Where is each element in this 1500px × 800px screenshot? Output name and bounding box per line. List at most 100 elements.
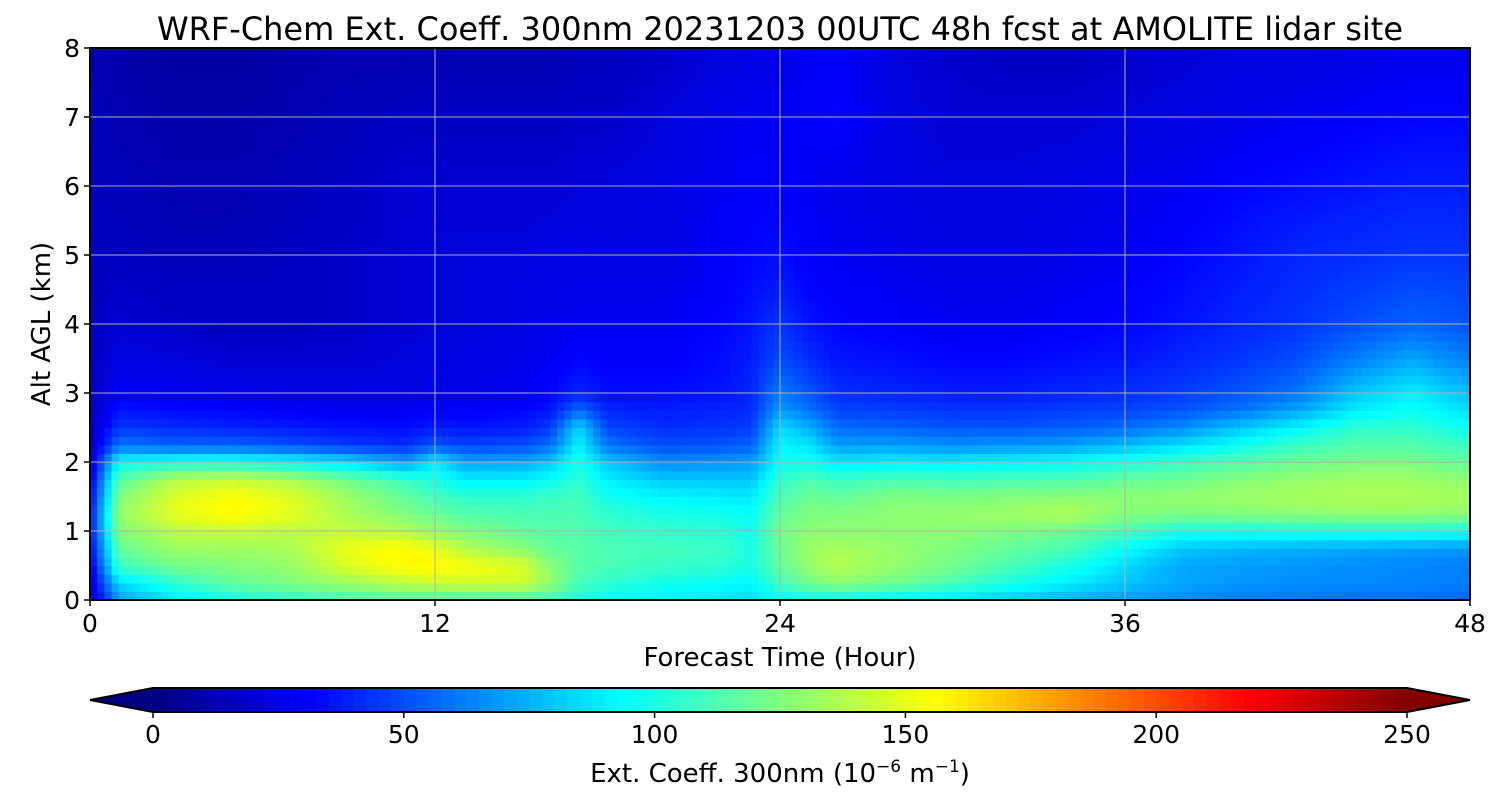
heatmap-cell xyxy=(320,487,328,498)
heatmap-cell xyxy=(1355,565,1363,575)
heatmap-cell xyxy=(657,453,666,463)
heatmap-cell xyxy=(1419,522,1428,532)
heatmap-cell xyxy=(1290,496,1299,506)
heatmap-cell xyxy=(1311,531,1320,541)
heatmap-cell xyxy=(873,548,882,558)
heatmap-cell xyxy=(1441,470,1450,480)
heatmap-cell xyxy=(1362,384,1370,394)
heatmap-cell xyxy=(197,393,206,403)
heatmap-cell xyxy=(334,565,343,575)
heatmap-cell xyxy=(90,539,98,549)
heatmap-cell xyxy=(1010,393,1018,403)
heatmap-cell xyxy=(384,574,393,584)
heatmap-cell xyxy=(1434,453,1442,463)
heatmap-cell xyxy=(420,505,429,515)
heatmap-cell xyxy=(765,462,774,472)
heatmap-cell xyxy=(1326,487,1335,498)
heatmap-cell xyxy=(147,401,156,411)
heatmap-cell xyxy=(1125,410,1133,420)
heatmap-cell xyxy=(125,375,134,385)
heatmap-cell xyxy=(1419,496,1428,506)
heatmap-cell xyxy=(600,522,609,532)
heatmap-cell xyxy=(1189,591,1198,601)
heatmap-cell xyxy=(873,444,882,454)
heatmap-cell xyxy=(657,539,666,549)
heatmap-cell xyxy=(111,375,120,385)
heatmap-cell xyxy=(564,487,573,498)
heatmap-cell xyxy=(1211,444,1220,454)
heatmap-cell xyxy=(686,462,695,472)
heatmap-cell xyxy=(514,470,522,480)
heatmap-cell xyxy=(1081,539,1090,549)
heatmap-cell xyxy=(593,565,601,575)
heatmap-cell xyxy=(657,513,666,523)
heatmap-cell xyxy=(600,539,609,549)
heatmap-cell xyxy=(823,582,831,592)
heatmap-cell xyxy=(125,393,134,403)
heatmap-cell xyxy=(183,393,192,403)
heatmap-cell xyxy=(248,539,256,549)
heatmap-cell xyxy=(1455,582,1464,592)
heatmap-cell xyxy=(1139,470,1148,480)
heatmap-cell xyxy=(161,470,170,480)
heatmap-cell xyxy=(255,548,264,558)
heatmap-cell xyxy=(363,505,371,515)
heatmap-cell xyxy=(887,513,896,523)
heatmap-cell xyxy=(1355,531,1363,541)
heatmap-cell xyxy=(442,393,450,403)
heatmap-cell xyxy=(463,436,472,446)
heatmap-cell xyxy=(542,531,551,541)
heatmap-cell xyxy=(463,548,472,558)
heatmap-cell xyxy=(851,444,860,454)
heatmap-cell xyxy=(744,384,752,394)
heatmap-cell xyxy=(1376,513,1385,523)
heatmap-cell xyxy=(118,401,127,411)
heatmap-cell xyxy=(1096,393,1105,403)
heatmap-cell xyxy=(435,574,443,584)
heatmap-cell xyxy=(1139,556,1148,567)
heatmap-cell xyxy=(1290,505,1299,515)
heatmap-cell xyxy=(909,410,918,420)
heatmap-cell xyxy=(1462,539,1471,549)
heatmap-cell xyxy=(578,436,587,446)
heatmap-cell xyxy=(1426,470,1435,480)
heatmap-cell xyxy=(528,436,537,446)
heatmap-cell xyxy=(1455,496,1464,506)
heatmap-cell xyxy=(506,548,515,558)
heatmap-cell xyxy=(1311,479,1320,489)
heatmap-cell xyxy=(1204,513,1212,523)
heatmap-cell xyxy=(140,582,149,592)
heatmap-cell xyxy=(97,401,105,411)
heatmap-cell xyxy=(334,582,343,592)
heatmap-cell xyxy=(1275,453,1284,463)
heatmap-cell xyxy=(427,401,436,411)
heatmap-cell xyxy=(657,522,666,532)
heatmap-cell xyxy=(363,513,371,523)
heatmap-cell xyxy=(952,487,961,498)
heatmap-cell xyxy=(923,410,932,420)
heatmap-cell xyxy=(895,444,903,454)
heatmap-cell xyxy=(355,582,364,592)
heatmap-cell xyxy=(485,393,494,403)
heatmap-cell xyxy=(535,487,544,498)
heatmap-cell xyxy=(1355,505,1363,515)
heatmap-cell xyxy=(212,418,220,429)
heatmap-cell xyxy=(269,418,278,429)
heatmap-cell xyxy=(1455,565,1464,575)
heatmap-cell xyxy=(183,513,192,523)
heatmap-cell xyxy=(1067,436,1076,446)
heatmap-cell xyxy=(1462,410,1471,420)
heatmap-cell xyxy=(413,453,422,463)
heatmap-cell xyxy=(621,453,630,463)
heatmap-cell xyxy=(1103,375,1112,385)
heatmap-cell xyxy=(585,462,594,472)
heatmap-cell xyxy=(1355,427,1363,437)
heatmap-cell xyxy=(140,574,149,584)
heatmap-cell xyxy=(1434,522,1442,532)
heatmap-cell xyxy=(1383,453,1392,463)
heatmap-cell xyxy=(327,410,335,420)
heatmap-cell xyxy=(1261,505,1270,515)
heatmap-cell xyxy=(981,539,990,549)
heatmap-cell xyxy=(305,548,314,558)
heatmap-cell xyxy=(1283,531,1291,541)
